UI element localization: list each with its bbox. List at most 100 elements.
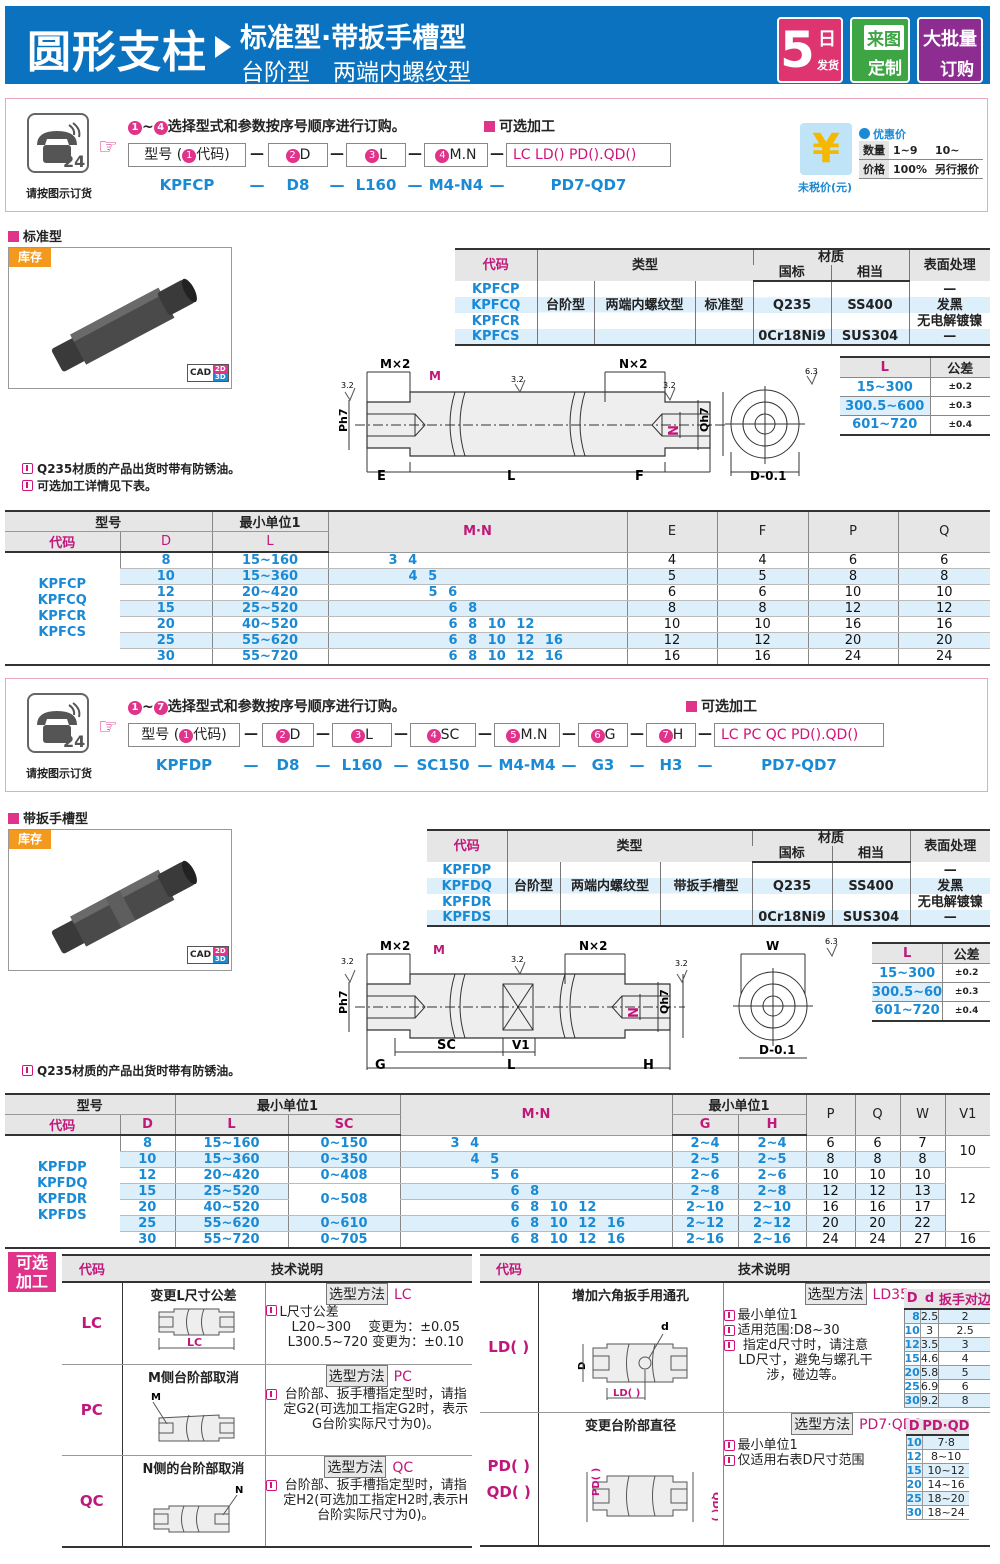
product-code[interactable]: KPFCQ (37, 592, 87, 608)
d-value: 20 (120, 1199, 176, 1216)
product-code[interactable]: KPFDS (427, 910, 507, 926)
surface-treatment: — (908, 281, 991, 297)
e-value: 4 (626, 552, 718, 569)
example-value: D8 (286, 176, 310, 194)
dim-p: Ph7 (337, 408, 350, 432)
d-value: 12 (903, 1337, 921, 1352)
product-code[interactable]: KPFDR (442, 894, 492, 910)
diagram-label: M (151, 1392, 161, 1403)
field-mn-box[interactable]: 4 M.N (424, 143, 488, 167)
product-code[interactable]: KPFCS (455, 329, 537, 345)
product-code[interactable]: KPFDR (37, 1191, 87, 1207)
header-row: 型号 最小单位1 M·N E F P Q (5, 511, 991, 553)
header-cell: PD·QD (922, 1418, 970, 1436)
header-l: L (174, 1114, 289, 1136)
product-code[interactable]: KPFCR (38, 608, 87, 624)
header-description: 技术说明 (538, 1255, 991, 1283)
d-value: 30 (903, 1393, 921, 1408)
surface-treatment: — (909, 862, 991, 878)
f-value: 4 (716, 552, 809, 569)
l-range: 40~520 (211, 616, 329, 633)
header-equiv: 相当 (830, 265, 910, 282)
table-row: 20 40~520 6 8 10 12 10 10 16 16 (5, 616, 991, 633)
qc-diagram: N (153, 1485, 243, 1532)
note-text: 台阶部、扳手槽指定型时，请指定H2(可选加工指定H2时,表示H台阶实际尺寸为0)… (283, 1477, 469, 1523)
field-mn-box[interactable]: 5 M.N (494, 723, 560, 747)
field-label: M.N (449, 147, 477, 163)
q-value: 8 (854, 1151, 901, 1168)
optional-title-text: 可选加工 (499, 119, 555, 135)
cad-badge[interactable]: CAD 2D 3D (187, 946, 229, 964)
table-row: 12 3.5 3 (903, 1337, 991, 1352)
product-code[interactable]: KPFCR (471, 313, 520, 329)
dim-l: L (507, 1058, 515, 1073)
discount-title: 优惠价 (859, 126, 906, 142)
product-code[interactable]: KPFDP (37, 1159, 87, 1175)
method-label: 选型方法 (325, 1364, 388, 1387)
option-row-ld: LD( ) 增加六角扳手用通孔 d D LD( ) 选型方法 LD35 最小单位1 适用… (480, 1282, 991, 1413)
table-row: 12 20~420 5 6 6 6 10 10 (5, 584, 991, 601)
note-icon (266, 1305, 277, 1316)
product-code[interactable]: KPFDP (442, 862, 492, 878)
product-code[interactable]: KPFCP (38, 576, 87, 592)
empty-cell (694, 329, 754, 345)
example-value: KPFCP (159, 176, 215, 194)
w-value: 7 (899, 1135, 946, 1152)
product-code[interactable]: KPFCS (38, 624, 87, 640)
stock-badge: 库存 (9, 830, 51, 849)
type-value: 两端内螺纹型 (559, 862, 660, 910)
svg-text:24: 24 (63, 152, 85, 171)
roughness-3-2: 3.2 (341, 381, 354, 390)
product-code[interactable]: KPFDS (37, 1207, 87, 1223)
product-code[interactable]: KPFDQ (427, 878, 507, 894)
option-row-pd-qd: PD( ) QD( ) 变更台阶部直径 PD( ) QD( ) 选型方法PD7·QD… (480, 1412, 991, 1547)
badge-custom-drawing: 来图 定制 (850, 17, 910, 83)
material-gb: 0Cr18Ni9 (751, 910, 833, 926)
step-number: 7 (153, 701, 168, 715)
e-value: 6 (626, 584, 718, 601)
header-row: 国标 相当 (427, 846, 990, 863)
q-value: 10 (854, 1167, 901, 1184)
length-range: 15~300 (872, 963, 943, 983)
e-value: 10 (626, 616, 718, 633)
e-value: 16 (626, 648, 718, 666)
note: Q235材质的产品出货时带有防锈油。 (22, 460, 240, 477)
field--box[interactable]: 型号 (1 代码) (128, 143, 246, 167)
field-column: 型号 (1 代码) KPFDP (128, 723, 240, 774)
field-column: 7 H H3 (646, 723, 696, 774)
product-code[interactable]: KPFCQ (455, 297, 537, 313)
phone-24h-icon: 24 (27, 693, 89, 753)
cad-badge[interactable]: CAD 2D 3D (187, 364, 229, 382)
product-code[interactable]: KPFDQ (37, 1175, 88, 1191)
option-title: M侧台阶部取消 (148, 1370, 239, 1386)
example-value: H3 (659, 756, 683, 774)
p-value: 10 (807, 584, 899, 601)
e-value: 8 (626, 600, 718, 617)
empty-cell (659, 910, 753, 926)
length-range: 601~720 (840, 415, 930, 435)
header-row: 代码 类型 材质 表面处理 (455, 249, 991, 281)
product-code[interactable]: KPFCP (471, 281, 520, 297)
dash: — (490, 146, 504, 162)
field--box[interactable]: 型号 (1 代码) (128, 723, 240, 747)
field-sc-box[interactable]: 4 SC (410, 723, 476, 747)
spec-row: KPFCR 无电解镀镍 (455, 313, 991, 329)
dot-icon (859, 128, 870, 139)
optional-processing-box[interactable]: LC PC QC PD().QD() (714, 723, 884, 747)
field-column: 6 G G3 (578, 723, 628, 774)
optional-processing-box[interactable]: LC LD() PD().QD() (506, 143, 671, 167)
dash: — (408, 146, 422, 162)
option-illustration-cell: N侧的台阶部取消 N (121, 1455, 265, 1548)
w-value: 13 (899, 1183, 946, 1200)
g-range: 2~10 (671, 1199, 739, 1216)
note: 指定d尺寸时，请注意LD尺寸，避免与螺孔干涉，碰边等。 (724, 1338, 873, 1383)
field-column: 2 D D8 (268, 143, 328, 194)
separator: — — (628, 723, 646, 774)
